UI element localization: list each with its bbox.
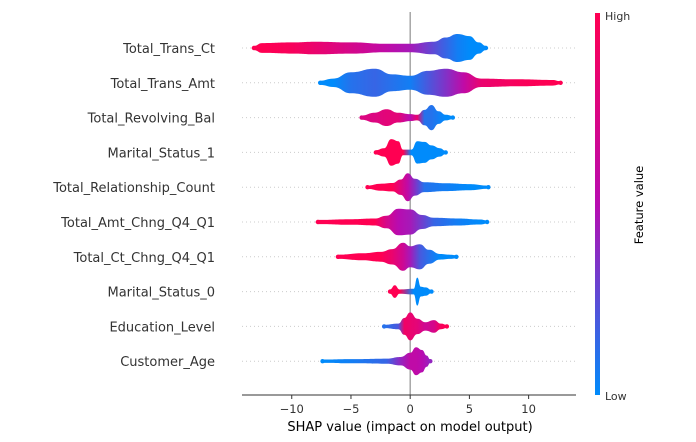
feature-label: Total_Trans_Amt — [110, 77, 215, 92]
beeswarm-min-point — [381, 324, 387, 329]
x-tick-label: 5 — [466, 402, 473, 416]
beeswarm-total-ct-chng-q4-q1 — [337, 242, 457, 271]
beeswarm-max-point — [429, 289, 434, 294]
beeswarm-max-point — [450, 115, 456, 120]
x-tick-label: −10 — [280, 402, 304, 416]
beeswarm-total-trans-ct — [253, 34, 486, 62]
beeswarm-min-point — [320, 359, 325, 364]
x-tick-label: −5 — [342, 402, 359, 416]
beeswarm-marital-status-1 — [375, 139, 446, 166]
x-axis: −10 −5 0 5 10 SHAP value (impact on model ou… — [242, 394, 576, 435]
beeswarm-customer-age — [322, 347, 431, 376]
colorbar-gradient — [595, 13, 600, 395]
feature-label: Education_Level — [109, 320, 215, 335]
x-ticks: −10 −5 0 5 10 — [280, 395, 536, 416]
beeswarm-marital-status-0 — [390, 277, 432, 306]
beeswarm-max-point — [483, 45, 489, 51]
beeswarm-max-point — [484, 219, 490, 225]
beeswarm-min-point — [373, 150, 379, 155]
x-axis-label: SHAP value (impact on model output) — [287, 420, 532, 435]
feature-label: Marital_Status_1 — [107, 146, 215, 161]
beeswarm-max-point — [443, 150, 448, 155]
beeswarm-max-point — [558, 80, 563, 86]
beeswarm-min-point — [335, 254, 341, 259]
colorbar: High Low Feature value — [595, 10, 646, 403]
beeswarm-education-level — [384, 312, 447, 341]
colorbar-high-label: High — [605, 10, 630, 23]
feature-label: Total_Amt_Chng_Q4_Q1 — [60, 216, 215, 231]
beeswarm-min-point — [251, 45, 257, 51]
beeswarm-min-point — [365, 185, 370, 190]
feature-label: Customer_Age — [120, 355, 215, 370]
x-tick-label: 10 — [521, 402, 536, 416]
beeswarm-total-revolving-bal — [361, 105, 453, 131]
beeswarm-max-point — [444, 324, 450, 329]
beeswarm-min-point — [317, 80, 323, 86]
feature-labels: Total_Trans_Ct Total_Trans_Amt Total_Revol… — [52, 42, 215, 370]
beeswarm-max-point — [454, 254, 459, 259]
beeswarm-total-trans-amt — [320, 68, 561, 97]
beeswarm-max-point — [428, 359, 433, 364]
beeswarm-min-point — [315, 219, 321, 225]
beeswarm-min-point — [387, 289, 393, 294]
beeswarm-total-relationship-count — [367, 173, 489, 202]
colorbar-title: Feature value — [632, 166, 646, 245]
beeswarm-min-point — [359, 115, 364, 120]
feature-label: Total_Ct_Chng_Q4_Q1 — [73, 251, 215, 266]
beeswarm-max-point — [486, 185, 491, 190]
colorbar-low-label: Low — [605, 390, 627, 403]
feature-label: Total_Relationship_Count — [52, 181, 215, 196]
beeswarm-rows — [251, 34, 563, 376]
feature-label: Total_Trans_Ct — [122, 42, 215, 57]
feature-label: Marital_Status_0 — [107, 286, 215, 301]
feature-label: Total_Revolving_Bal — [87, 112, 215, 127]
x-tick-label: 0 — [407, 402, 414, 416]
beeswarm-total-amt-chng-q4-q1 — [317, 208, 488, 236]
